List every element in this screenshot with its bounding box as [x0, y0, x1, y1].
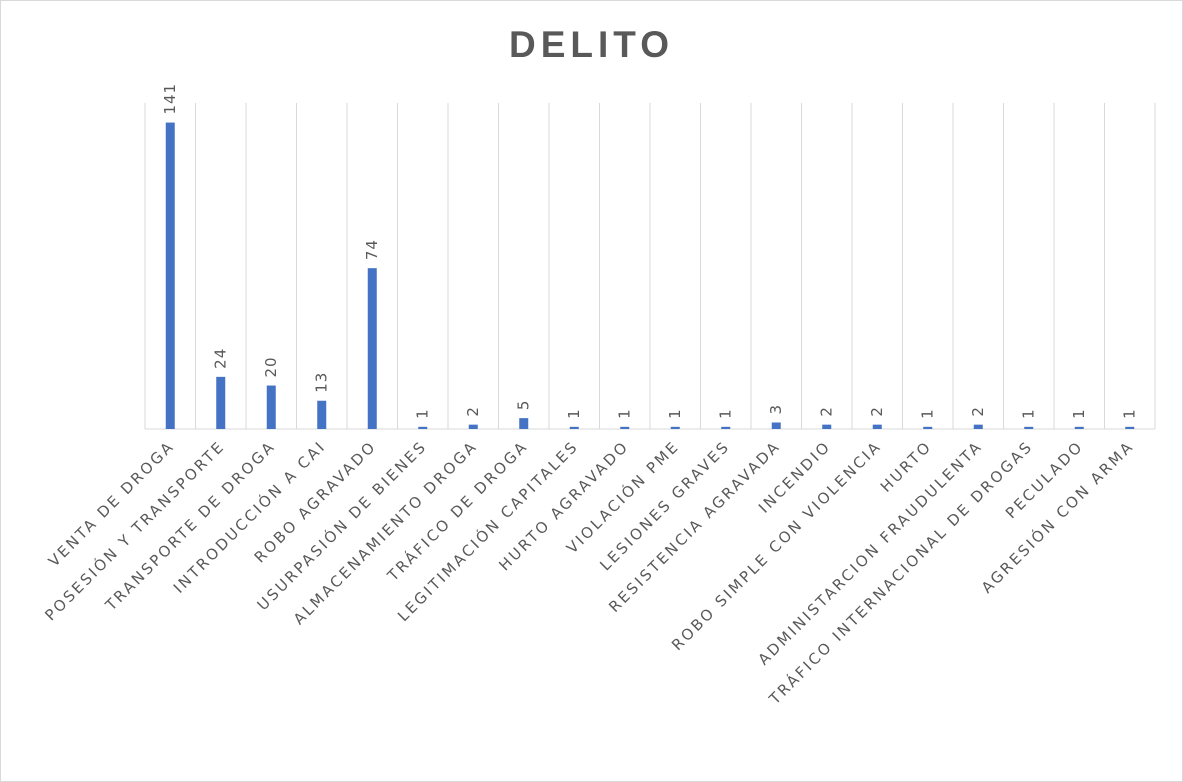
data-label: 1: [1070, 408, 1088, 419]
bar: [822, 424, 832, 429]
bar: [266, 385, 276, 429]
data-label: 13: [313, 372, 331, 393]
bar: [165, 122, 175, 429]
data-label: 5: [515, 400, 533, 411]
bar: [216, 376, 226, 429]
data-label: 1: [1020, 408, 1038, 419]
data-label: 141: [161, 83, 179, 115]
x-tick-label: LEGITIMACIÓN CAPITALES: [393, 436, 582, 625]
data-label: 2: [464, 406, 482, 417]
data-label: 2: [818, 406, 836, 417]
bar: [519, 418, 529, 429]
data-label: 2: [969, 406, 987, 417]
data-label: 1: [565, 408, 583, 419]
data-label: 3: [767, 404, 785, 415]
bar: [1074, 426, 1084, 429]
data-label: 1: [666, 408, 684, 419]
data-label: 24: [212, 348, 230, 369]
data-label: 1: [717, 408, 735, 419]
data-label: 20: [262, 356, 280, 377]
bar: [973, 424, 983, 429]
bar: [1125, 426, 1135, 429]
bar: [1024, 426, 1034, 429]
bar: [418, 426, 428, 429]
x-tick-label: POSESIÓN Y TRANSPORTE: [41, 436, 229, 624]
data-label: 1: [1121, 408, 1139, 419]
data-label: 1: [414, 408, 432, 419]
data-label: 2: [868, 406, 886, 417]
chart-title: DELITO: [509, 24, 674, 65]
x-tick-label: ALMACENAMIENTO DROGA: [290, 437, 481, 628]
data-label: 74: [363, 239, 381, 260]
bar: [468, 424, 478, 429]
bar: [670, 426, 680, 429]
bar: [872, 424, 882, 429]
bar: [771, 422, 781, 429]
data-label: 1: [616, 408, 634, 419]
bar: [367, 268, 377, 429]
bar: [569, 426, 579, 429]
bar: [620, 426, 630, 429]
data-label: 1: [919, 408, 937, 419]
bar: [923, 426, 933, 429]
bar: [317, 400, 327, 429]
bar: [721, 426, 731, 429]
